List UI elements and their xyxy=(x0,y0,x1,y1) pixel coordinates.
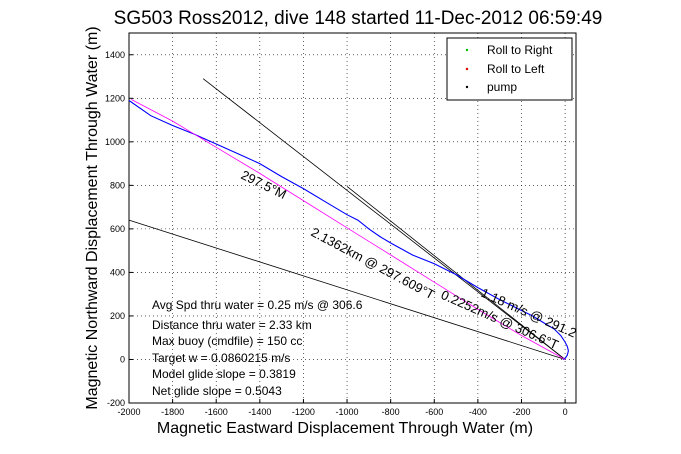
reference-lines xyxy=(128,78,566,360)
legend-label-roll-right: Roll to Right xyxy=(487,43,553,57)
y-axis-label: Magnetic Northward Displacement Through … xyxy=(84,26,101,409)
x-tick-label: -200 xyxy=(512,407,530,417)
y-tick-label: 600 xyxy=(110,224,125,234)
annotation-net-glide: Net glide slope = 0.5043 xyxy=(152,384,282,398)
x-tick-label: -1200 xyxy=(292,407,315,417)
series-line-0 xyxy=(128,100,569,360)
legend: Roll to Right Roll to Left pump xyxy=(446,37,573,101)
legend-label-roll-left: Roll to Left xyxy=(487,62,545,76)
annotation-block: Avg Spd thru water = 0.25 m/s @ 306.6 Di… xyxy=(152,298,363,398)
ref-line-steep xyxy=(202,78,566,360)
legend-marker-roll-right xyxy=(465,48,469,52)
y-tick-label: -200 xyxy=(107,398,125,408)
series-line-1 xyxy=(131,99,566,360)
y-tick-label: 0 xyxy=(120,354,125,364)
x-tick-label: -800 xyxy=(382,407,400,417)
y-tick-label: 1400 xyxy=(105,50,125,60)
series-group xyxy=(128,99,569,360)
x-axis-ticks: -2000 -1800 -1600 -1400 -1200 -1000 -800 -600 -4… xyxy=(117,399,568,417)
legend-marker-roll-left xyxy=(465,67,469,71)
chart-title: SG503 Ross2012, dive 148 started 11-Dec-… xyxy=(114,8,603,29)
y-tick-label: 200 xyxy=(110,311,125,321)
annotation-distance: Distance thru water = 2.33 km xyxy=(152,318,312,332)
annotation-avg-speed: Avg Spd thru water = 0.25 m/s @ 306.6 xyxy=(152,298,363,312)
x-tick-label: -600 xyxy=(425,407,443,417)
grid xyxy=(128,33,576,404)
y-tick-label: 800 xyxy=(110,180,125,190)
ref-line-mid xyxy=(346,186,566,360)
x-tick-label: -400 xyxy=(469,407,487,417)
x-tick-label: 0 xyxy=(563,407,568,417)
y-axis-ticks: -200 0 200 400 600 800 1000 1200 1400 xyxy=(105,50,133,408)
x-tick-label: -1400 xyxy=(248,407,271,417)
annotation-target-w: Target w = 0.0860215 m/s xyxy=(152,351,290,365)
x-tick-label: -1000 xyxy=(336,407,359,417)
annotation-max-buoy: Max buoy (cmdfile) = 150 cc xyxy=(152,334,302,348)
ref-line-low xyxy=(128,219,566,360)
x-tick-label: -2000 xyxy=(117,407,140,417)
x-tick-label: -1600 xyxy=(205,407,228,417)
x-tick-label: -1800 xyxy=(161,407,184,417)
y-tick-label: 1200 xyxy=(105,93,125,103)
legend-marker-pump xyxy=(465,85,469,89)
y-tick-label: 400 xyxy=(110,267,125,277)
y-tick-label: 1000 xyxy=(105,137,125,147)
annotation-model-glide: Model glide slope = 0.3819 xyxy=(152,367,296,381)
x-axis-label: Magnetic Eastward Displacement Through W… xyxy=(157,420,533,437)
legend-label-pump: pump xyxy=(487,80,517,94)
